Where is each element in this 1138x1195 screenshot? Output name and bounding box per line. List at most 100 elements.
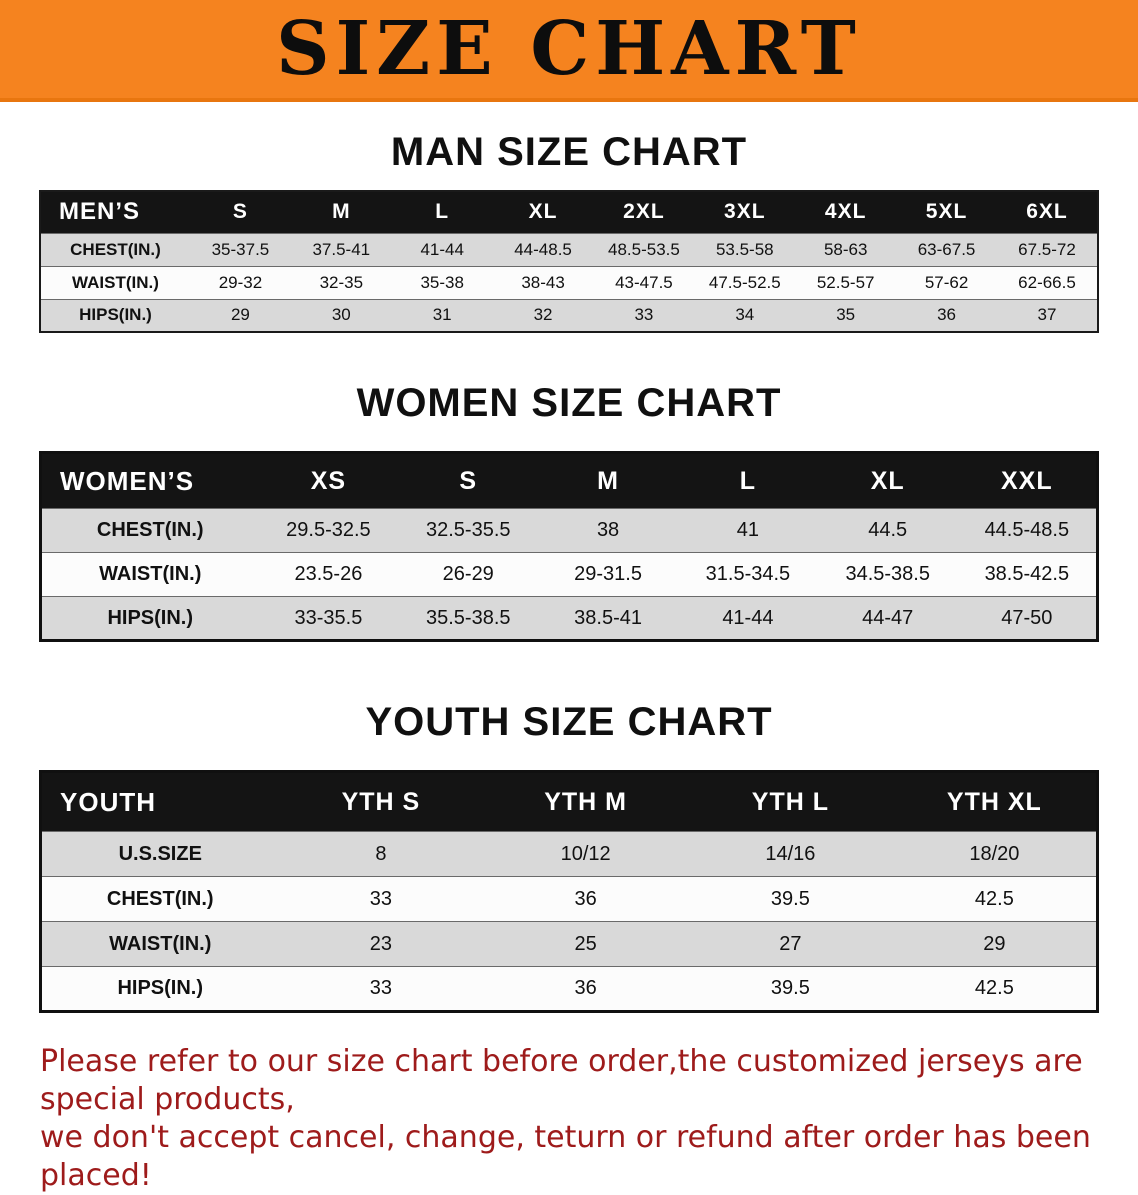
- row-label-cell: HIPS(IN.): [40, 596, 259, 641]
- measurement-value-cell: 10/12: [483, 831, 688, 877]
- measurement-value-cell: 29: [892, 921, 1098, 967]
- measurement-value-cell: 47-50: [957, 596, 1098, 641]
- men-section-heading: MAN SIZE CHART: [390, 130, 748, 174]
- measurement-value-cell: 32-35: [290, 265, 392, 299]
- youth-size-section: YOUTH SIZE CHART YOUTH YTH S YTH M YTH L YTH…: [0, 698, 1138, 1013]
- size-column-header: 2XL: [593, 191, 695, 233]
- measurement-value-cell: 26-29: [398, 552, 539, 597]
- measurement-row: HIPS(IN.) 33 36 39.5 42.5: [40, 966, 1098, 1012]
- measurement-value-cell: 41-44: [677, 596, 818, 641]
- measurement-value-cell: 32: [492, 298, 594, 332]
- size-column-header: L: [391, 191, 493, 233]
- measurement-row: HIPS(IN.) 33-35.5 35.5-38.5 38.5-41 41-44 44-…: [40, 596, 1098, 641]
- men-size-table: MEN’S S M L XL 2XL 3XL 4XL 5XL 6XL CHEST(IN.) 35-37…: [39, 190, 1099, 333]
- size-column-header: M: [538, 452, 678, 509]
- measurement-value-cell: 39.5: [688, 966, 893, 1012]
- measurement-value-cell: 25: [483, 921, 688, 967]
- measurement-value-cell: 33-35.5: [258, 596, 399, 641]
- youth-size-table: YOUTH YTH S YTH M YTH L YTH XL U.S.SIZE 8 10/12…: [39, 770, 1099, 1013]
- measurement-value-cell: 42.5: [892, 966, 1098, 1012]
- row-label-cell: U.S.SIZE: [40, 831, 279, 877]
- measurement-value-cell: 31: [391, 298, 493, 332]
- measurement-value-cell: 37.5-41: [290, 232, 392, 266]
- row-label-cell: WAIST(IN.): [40, 265, 190, 299]
- measurement-value-cell: 53.5-58: [694, 232, 796, 266]
- measurement-value-cell: 44.5-48.5: [957, 508, 1098, 553]
- measurement-value-cell: 36: [483, 966, 688, 1012]
- measurement-value-cell: 35: [795, 298, 897, 332]
- measurement-value-cell: 35-37.5: [190, 232, 291, 266]
- measurement-value-cell: 23: [278, 921, 484, 967]
- measurement-value-cell: 58-63: [795, 232, 897, 266]
- table-title-cell: YOUTH: [40, 771, 279, 832]
- women-size-table: WOMEN’S XS S M L XL XXL CHEST(IN.) 29.5-32.5 32.5…: [39, 451, 1099, 642]
- size-column-header: L: [677, 452, 818, 509]
- row-label-cell: CHEST(IN.): [40, 232, 190, 266]
- size-column-header: XL: [492, 191, 594, 233]
- measurement-value-cell: 33: [593, 298, 695, 332]
- measurement-row: WAIST(IN.) 29-32 32-35 35-38 38-43 43-47.5 47.…: [40, 265, 1098, 299]
- measurement-value-cell: 47.5-52.5: [694, 265, 796, 299]
- size-column-header: 3XL: [694, 191, 796, 233]
- measurement-value-cell: 34: [694, 298, 796, 332]
- table-title-cell: WOMEN’S: [40, 452, 259, 509]
- size-column-header: XXL: [957, 452, 1098, 509]
- banner: SIZE CHART: [0, 0, 1138, 102]
- measurement-value-cell: 44-48.5: [492, 232, 594, 266]
- measurement-value-cell: 33: [278, 876, 484, 922]
- measurement-row: HIPS(IN.) 29 30 31 32 33 34 35 36 37: [40, 298, 1098, 332]
- size-column-header: YTH S: [278, 771, 484, 832]
- size-column-header: S: [190, 191, 291, 233]
- size-column-header: YTH L: [688, 771, 893, 832]
- measurement-value-cell: 44.5: [817, 508, 958, 553]
- measurement-value-cell: 57-62: [896, 265, 997, 299]
- measurement-value-cell: 29-31.5: [538, 552, 678, 597]
- page-title: SIZE CHART: [276, 6, 862, 92]
- measurement-value-cell: 35-38: [391, 265, 493, 299]
- measurement-value-cell: 44-47: [817, 596, 958, 641]
- row-label-cell: CHEST(IN.): [40, 876, 279, 922]
- measurement-value-cell: 48.5-53.5: [593, 232, 695, 266]
- measurement-value-cell: 23.5-26: [258, 552, 399, 597]
- measurement-value-cell: 29.5-32.5: [258, 508, 399, 553]
- measurement-value-cell: 18/20: [892, 831, 1098, 877]
- measurement-value-cell: 62-66.5: [997, 265, 1098, 299]
- measurement-value-cell: 41: [677, 508, 818, 553]
- measurement-row: WAIST(IN.) 23 25 27 29: [40, 921, 1098, 967]
- measurement-value-cell: 35.5-38.5: [398, 596, 539, 641]
- size-column-header: S: [398, 452, 539, 509]
- row-label-cell: HIPS(IN.): [40, 966, 279, 1012]
- table-header-row: MEN’S S M L XL 2XL 3XL 4XL 5XL 6XL: [40, 191, 1098, 233]
- row-label-cell: CHEST(IN.): [40, 508, 259, 553]
- measurement-value-cell: 29-32: [190, 265, 291, 299]
- measurement-value-cell: 38.5-42.5: [957, 552, 1098, 597]
- measurement-value-cell: 8: [278, 831, 484, 877]
- size-column-header: YTH M: [483, 771, 688, 832]
- women-section-heading: WOMEN SIZE CHART: [356, 381, 782, 425]
- measurement-row: CHEST(IN.) 35-37.5 37.5-41 41-44 44-48.5 48.5…: [40, 232, 1098, 266]
- measurement-value-cell: 63-67.5: [896, 232, 997, 266]
- measurement-value-cell: 38-43: [492, 265, 594, 299]
- measurement-value-cell: 41-44: [391, 232, 493, 266]
- measurement-value-cell: 43-47.5: [593, 265, 695, 299]
- table-header-row: WOMEN’S XS S M L XL XXL: [40, 452, 1098, 509]
- measurement-value-cell: 29: [190, 298, 291, 332]
- measurement-value-cell: 36: [896, 298, 997, 332]
- measurement-row: CHEST(IN.) 33 36 39.5 42.5: [40, 876, 1098, 922]
- measurement-value-cell: 39.5: [688, 876, 893, 922]
- size-column-header: XS: [258, 452, 399, 509]
- measurement-value-cell: 14/16: [688, 831, 893, 877]
- measurement-value-cell: 30: [290, 298, 392, 332]
- measurement-row: U.S.SIZE 8 10/12 14/16 18/20: [40, 831, 1098, 877]
- row-label-cell: WAIST(IN.): [40, 921, 279, 967]
- table-title-cell: MEN’S: [40, 191, 190, 233]
- size-column-header: 5XL: [896, 191, 997, 233]
- measurement-value-cell: 36: [483, 876, 688, 922]
- measurement-value-cell: 31.5-34.5: [677, 552, 818, 597]
- measurement-value-cell: 32.5-35.5: [398, 508, 539, 553]
- disclaimer-text: Please refer to our size chart before or…: [40, 1043, 1118, 1195]
- measurement-value-cell: 38.5-41: [538, 596, 678, 641]
- measurement-value-cell: 27: [688, 921, 893, 967]
- measurement-value-cell: 52.5-57: [795, 265, 897, 299]
